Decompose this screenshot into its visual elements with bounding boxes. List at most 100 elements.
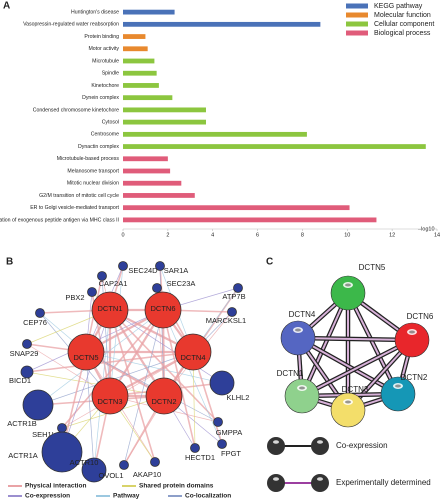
x-tick-label: 12 [389,232,395,238]
category-label: Antigen processing and presentation of e… [0,217,119,223]
node-highlight [395,384,401,388]
x-tick-label: 6 [256,232,259,238]
category-label: Huntington's disease [71,9,119,15]
panel-label: C [266,257,273,268]
x-tick-label: 0 [121,232,124,238]
node-label: DCTN6 [407,312,434,321]
category-label: Spindle [102,71,119,77]
edge [85,351,223,384]
node-label: KLHL2 [227,393,250,402]
legend-node [267,474,285,492]
node-highlight [345,283,351,287]
node-label: GMPPA [216,428,243,437]
x-tick-label: 4 [211,232,214,238]
node-label: HECTD1 [185,453,215,462]
node-label: DCTN2 [401,373,428,382]
bar [123,58,155,64]
legend-label: Biological process [374,30,431,37]
network-node [81,457,107,483]
network-node [20,365,34,379]
network-node [394,322,430,358]
network-node [233,283,243,293]
category-label: G2/M transition of mitotic cell cycle [39,193,119,199]
edge [61,351,194,429]
category-label: Dynactin complex [78,144,119,150]
network-node [22,389,54,421]
legend-node [311,474,329,492]
edge [162,309,196,449]
node-label: DCTN5 [359,263,386,272]
category-label: Centrosome [91,132,119,138]
node-label: DCTN2 [151,397,176,406]
node-label: DCTN3 [342,385,369,394]
bar [123,180,182,186]
node-highlight [409,330,415,334]
legend-swatch [346,12,368,18]
bar [123,34,146,39]
legend-label: Physical interaction [25,483,86,490]
legend-swatch [346,3,368,9]
network-node [119,460,129,470]
network-node [57,423,67,433]
bar [123,70,157,76]
network-node [97,271,107,281]
node-label: DCTN6 [150,304,175,313]
network-node [152,283,162,293]
node-label: DCTN1 [97,304,122,313]
x-tick-label: 2 [166,232,169,238]
node-label: ACTR1A [8,451,38,460]
node-label: CAP2A1 [99,279,128,288]
bar [123,168,171,174]
legend-label: Molecular function [374,12,431,19]
node-label: SNAP29 [10,349,39,358]
node-label: DCTN5 [73,353,98,362]
edge [61,309,111,453]
edge [85,351,95,471]
network-node [174,333,212,371]
network-node [280,320,316,356]
node-label: SEH1L [32,430,56,439]
network-node [67,333,105,371]
network-node [209,370,235,396]
node-label: FPGT [221,449,241,458]
network-node [22,339,32,349]
network-node [217,439,227,449]
node-label: MARCKSL1 [206,316,246,325]
category-label: Protein binding [84,34,119,40]
node-label: DCTN1 [277,369,304,378]
bar [123,156,168,162]
edge [297,337,413,341]
node-label: ACTR10 [70,458,99,467]
legend-label: Co-expression [25,493,70,500]
network-node [91,291,129,329]
x-tick-label: 8 [301,232,304,238]
category-label: Melanosome transport [67,168,119,174]
panel-label: B [6,257,13,268]
category-label: Kinetochore [91,83,119,89]
category-label: Dynein complex [82,95,119,101]
bar [123,119,206,125]
network-node [87,287,97,297]
legend-label: Co-localization [185,493,231,500]
legend-label: Experimentally determined [336,478,431,487]
edge [109,309,156,463]
node-label: PBX2 [65,293,84,302]
node-label: DCTN4 [180,353,205,362]
network-node [91,377,129,415]
node-highlight [273,440,279,444]
category-label: Condensed chromosome kinetochore [33,107,119,113]
bar [123,83,159,88]
node-highlight [273,477,279,481]
network-node [155,261,165,271]
node-label: CEP76 [23,318,47,327]
network-node [190,443,200,453]
category-label: Mitotic nuclear division [67,181,119,187]
node-label: ATP7B [222,292,245,301]
network-node [213,417,223,427]
bar [123,193,195,198]
edge [109,309,223,384]
network-node [150,457,160,467]
bar [123,21,321,27]
bar [123,9,175,15]
node-highlight [295,328,301,332]
